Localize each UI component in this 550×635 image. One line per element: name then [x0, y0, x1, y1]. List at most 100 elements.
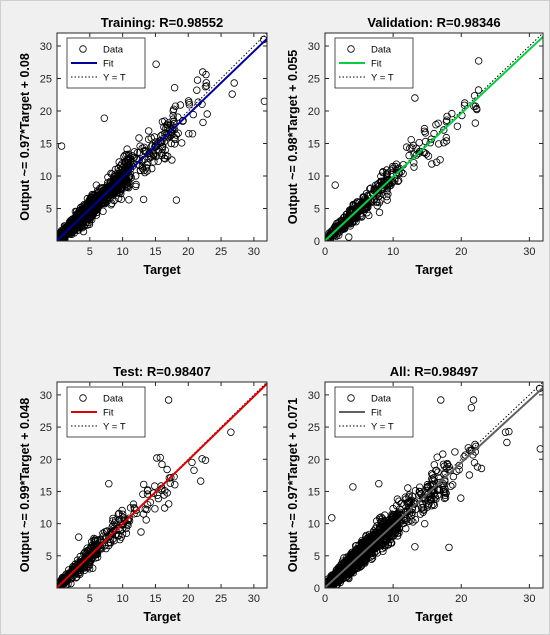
data-point	[375, 479, 383, 488]
data-point	[198, 68, 207, 76]
x-tick-label: 15	[149, 593, 161, 605]
axes-box	[324, 32, 544, 242]
data-point	[66, 225, 74, 234]
legend: Data Fit Y = T	[66, 386, 146, 438]
data-point	[83, 208, 92, 216]
data-point	[202, 79, 210, 87]
data-point	[112, 526, 120, 534]
data-point	[158, 151, 166, 160]
data-point	[453, 122, 462, 130]
data-point	[339, 566, 347, 575]
data-point	[65, 224, 73, 232]
data-point	[122, 175, 130, 184]
data-point	[203, 110, 211, 118]
data-point	[199, 118, 207, 127]
legend-entry: Data	[103, 394, 124, 405]
data-point	[394, 168, 403, 177]
data-point	[86, 198, 95, 206]
y-tick-label: 15	[40, 139, 52, 151]
data-point	[149, 489, 158, 497]
data-point	[376, 523, 385, 532]
data-point	[387, 539, 395, 547]
y-tick-label: 25	[40, 74, 52, 86]
data-point	[158, 118, 167, 126]
data-point	[142, 516, 150, 524]
data-point	[436, 156, 444, 164]
x-tick-label: 0	[322, 246, 328, 258]
data-point	[342, 573, 350, 581]
data-point	[91, 554, 100, 562]
axes-box	[56, 32, 268, 242]
x-tick-label: 30	[523, 593, 535, 605]
legend: Data Fit Y = T	[334, 37, 414, 89]
data-point	[160, 154, 169, 162]
data-point	[118, 181, 127, 189]
data-point	[408, 492, 416, 501]
data-point	[424, 482, 432, 490]
data-point	[178, 117, 187, 125]
x-tick-label: 25	[215, 593, 227, 605]
y-tick-label: 20	[308, 454, 320, 466]
data-point	[360, 205, 369, 214]
data-point	[393, 523, 401, 531]
data-point	[407, 516, 415, 524]
legend-entry: Data	[371, 45, 392, 56]
legend-marker-data	[347, 394, 355, 402]
y-axis-label: Output ~= 0.97*Target + 0.071	[286, 398, 300, 573]
y-tick-label: 30	[308, 390, 320, 402]
x-tick-label: 30	[523, 246, 535, 258]
x-tick-label: 20	[182, 246, 194, 258]
data-point	[169, 111, 177, 120]
data-point	[92, 206, 100, 215]
data-point	[149, 151, 157, 159]
data-point	[154, 494, 163, 503]
x-tick-label: 25	[215, 246, 227, 258]
data-point	[443, 112, 451, 121]
data-point	[420, 519, 429, 528]
x-tick-label: 10	[387, 246, 399, 258]
data-point	[419, 506, 427, 514]
data-point	[176, 101, 185, 109]
data-point	[99, 529, 107, 537]
y-tick-label: 10	[308, 519, 320, 531]
data-point	[347, 206, 356, 215]
data-point	[103, 181, 112, 189]
data-point	[441, 491, 449, 499]
data-point	[156, 453, 164, 462]
legend-marker-data	[347, 45, 355, 53]
data-point	[411, 543, 419, 551]
data-point	[432, 120, 440, 129]
data-point	[383, 172, 391, 181]
data-point	[439, 485, 448, 494]
data-point	[363, 543, 372, 552]
x-tick-label: 20	[182, 593, 194, 605]
x-tick-label: 15	[149, 246, 161, 258]
data-point	[139, 480, 148, 489]
x-tick-label: 20	[455, 593, 467, 605]
data-point	[473, 105, 481, 114]
data-point	[193, 86, 201, 94]
chart-title: Validation: R=0.98346	[367, 15, 500, 30]
data-point	[124, 155, 132, 163]
data-point	[421, 129, 430, 137]
data-point	[109, 521, 117, 529]
data-point	[169, 107, 177, 115]
data-point	[326, 231, 335, 240]
data-point	[433, 453, 441, 461]
legend-entry: Y = T	[103, 422, 126, 433]
data-point	[416, 510, 425, 518]
data-point	[168, 156, 176, 164]
data-point	[420, 127, 429, 135]
data-point	[410, 159, 418, 167]
data-point	[157, 482, 165, 490]
data-point	[144, 135, 153, 143]
data-point	[368, 532, 376, 541]
data-point	[158, 460, 166, 469]
data-point	[356, 211, 365, 220]
data-point	[185, 129, 193, 138]
chart-title: Test: R=0.98407	[113, 364, 211, 379]
data-point	[373, 201, 381, 210]
data-point	[331, 181, 339, 189]
data-point	[190, 466, 198, 474]
data-point	[136, 148, 144, 157]
